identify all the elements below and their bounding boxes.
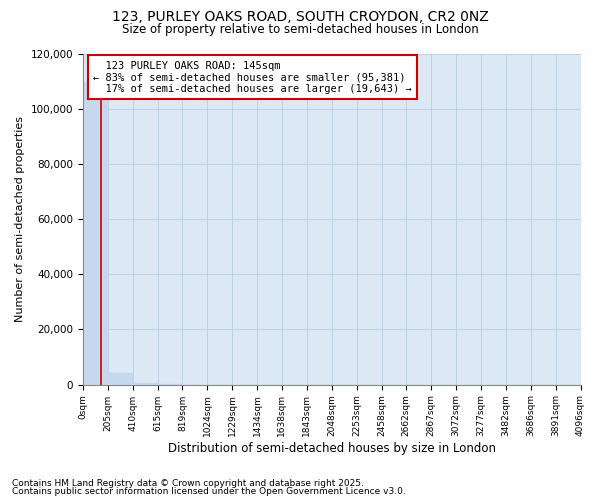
Bar: [83, 82, 108, 384]
Text: 123 PURLEY OAKS ROAD: 145sqm
← 83% of semi-detached houses are smaller (95,381)
: 123 PURLEY OAKS ROAD: 145sqm ← 83% of se…: [93, 60, 412, 94]
Text: Contains HM Land Registry data © Crown copyright and database right 2025.: Contains HM Land Registry data © Crown c…: [12, 478, 364, 488]
Y-axis label: Number of semi-detached properties: Number of semi-detached properties: [15, 116, 25, 322]
Text: Contains public sector information licensed under the Open Government Licence v3: Contains public sector information licen…: [12, 487, 406, 496]
X-axis label: Distribution of semi-detached houses by size in London: Distribution of semi-detached houses by …: [168, 442, 496, 455]
Text: Size of property relative to semi-detached houses in London: Size of property relative to semi-detach…: [122, 22, 478, 36]
Bar: [108, 373, 133, 384]
Text: 123, PURLEY OAKS ROAD, SOUTH CROYDON, CR2 0NZ: 123, PURLEY OAKS ROAD, SOUTH CROYDON, CR…: [112, 10, 488, 24]
